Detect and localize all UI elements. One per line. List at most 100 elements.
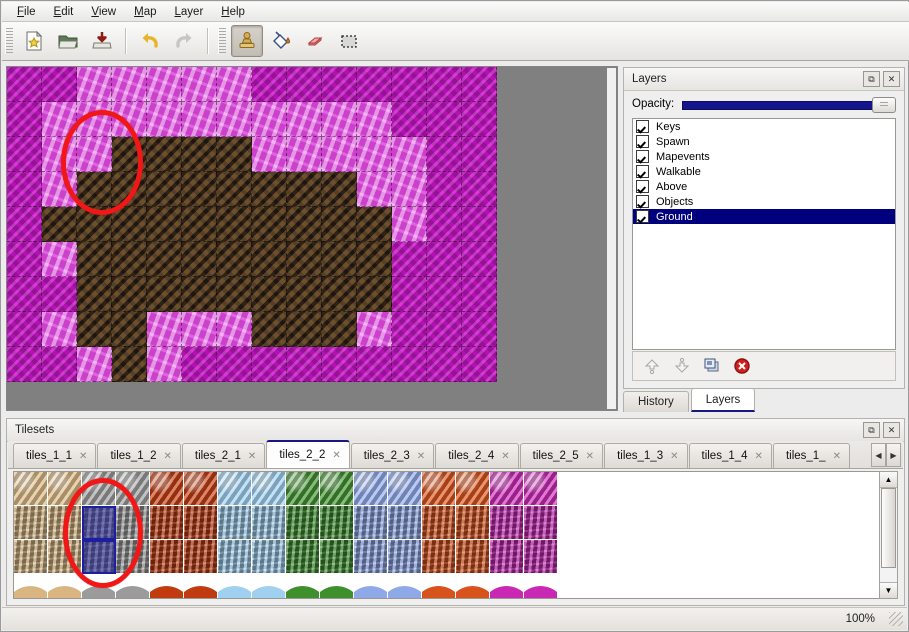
map-tile[interactable]: [322, 207, 357, 242]
redo-button[interactable]: [168, 25, 200, 57]
map-tile[interactable]: [427, 277, 462, 312]
tileset-tile[interactable]: [422, 506, 456, 540]
map-tile[interactable]: [322, 172, 357, 207]
layer-list-item[interactable]: Spawn: [633, 134, 895, 149]
tileset-tile[interactable]: [320, 574, 354, 598]
menu-layer[interactable]: Layer: [174, 5, 204, 18]
tileset-tab-tiles_2_3[interactable]: tiles_2_3 ✕: [350, 443, 435, 468]
map-tile[interactable]: [77, 207, 112, 242]
map-tile[interactable]: [462, 137, 497, 172]
tileset-tile[interactable]: [422, 574, 456, 598]
map-tile[interactable]: [42, 312, 77, 347]
tileset-tile[interactable]: [490, 574, 524, 598]
tab-scroll-left-button[interactable]: ◀: [871, 443, 886, 467]
map-tile[interactable]: [357, 137, 392, 172]
close-tab-icon[interactable]: ✕: [832, 450, 841, 462]
map-tile[interactable]: [77, 67, 112, 102]
tileset-tile[interactable]: [150, 540, 184, 574]
map-tile[interactable]: [217, 137, 252, 172]
map-tile[interactable]: [7, 102, 42, 137]
map-tile[interactable]: [77, 312, 112, 347]
map-tile[interactable]: [112, 242, 147, 277]
map-tile[interactable]: [357, 67, 392, 102]
map-tile[interactable]: [357, 277, 392, 312]
map-tile[interactable]: [427, 137, 462, 172]
map-tile[interactable]: [112, 67, 147, 102]
map-tile[interactable]: [42, 137, 77, 172]
menu-view[interactable]: View: [91, 5, 117, 18]
tileset-tab-tiles_2_1[interactable]: tiles_2_1 ✕: [181, 443, 266, 468]
close-tab-icon[interactable]: ✕: [79, 450, 88, 462]
tileset-tile[interactable]: [150, 506, 184, 540]
move-layer-down-button[interactable]: [669, 355, 695, 377]
map-tile[interactable]: [182, 137, 217, 172]
map-tile[interactable]: [217, 102, 252, 137]
close-tab-icon[interactable]: ✕: [416, 450, 426, 462]
map-tile[interactable]: [112, 102, 147, 137]
tileset-tile[interactable]: [354, 472, 388, 506]
opacity-slider[interactable]: [682, 97, 896, 113]
map-tile[interactable]: [462, 242, 497, 277]
scroll-up-arrow-icon[interactable]: ▲: [880, 472, 897, 488]
tileset-tile[interactable]: [252, 540, 286, 574]
layer-list-item[interactable]: Above: [633, 179, 895, 194]
tileset-tile[interactable]: [218, 574, 252, 598]
map-tile[interactable]: [182, 347, 217, 382]
map-tile[interactable]: [357, 172, 392, 207]
tools-grip[interactable]: [218, 28, 226, 54]
scrollbar-thumb[interactable]: [881, 488, 896, 568]
map-tile[interactable]: [147, 207, 182, 242]
tileset-tile[interactable]: [48, 472, 82, 506]
tileset-tile[interactable]: [218, 472, 252, 506]
map-tile[interactable]: [42, 207, 77, 242]
map-tile[interactable]: [287, 207, 322, 242]
close-icon[interactable]: ✕: [883, 71, 900, 87]
close-tab-icon[interactable]: ✕: [670, 450, 679, 462]
tileset-tile[interactable]: [354, 540, 388, 574]
tileset-tile[interactable]: [252, 574, 286, 598]
map-tile[interactable]: [322, 67, 357, 102]
map-tile[interactable]: [462, 277, 497, 312]
map-tile[interactable]: [77, 242, 112, 277]
tileset-tile[interactable]: [218, 540, 252, 574]
tileset-tab-tiles_2_2[interactable]: tiles_2_2 ✕: [266, 440, 350, 468]
map-tile[interactable]: [427, 347, 462, 382]
tileset-tile[interactable]: [490, 472, 524, 506]
map-tile[interactable]: [182, 67, 217, 102]
tileset-tile[interactable]: [252, 506, 286, 540]
tileset-tile[interactable]: [320, 472, 354, 506]
layer-visibility-checkbox[interactable]: [636, 135, 649, 148]
map-tile[interactable]: [42, 242, 77, 277]
tab-scroll-right-button[interactable]: ▶: [886, 443, 901, 467]
map-tile[interactable]: [147, 312, 182, 347]
dock-tab-history[interactable]: History: [623, 391, 689, 412]
map-canvas-viewport[interactable]: [6, 66, 618, 411]
tileset-tile[interactable]: [422, 472, 456, 506]
map-tile[interactable]: [462, 67, 497, 102]
map-tile[interactable]: [7, 137, 42, 172]
tileset-tile[interactable]: [252, 472, 286, 506]
tileset-tile[interactable]: [456, 540, 490, 574]
tileset-tab-tiles_2_5[interactable]: tiles_2_5 ✕: [519, 443, 604, 468]
map-tile[interactable]: [77, 137, 112, 172]
opacity-slider-handle[interactable]: [872, 97, 896, 113]
menu-edit[interactable]: Edit: [53, 5, 74, 18]
tileset-grid[interactable]: [13, 471, 880, 599]
map-tile[interactable]: [357, 207, 392, 242]
map-tile[interactable]: [182, 102, 217, 137]
map-tile[interactable]: [322, 137, 357, 172]
map-tile[interactable]: [112, 347, 147, 382]
map-tile[interactable]: [77, 172, 112, 207]
stamp-tool-button[interactable]: [231, 25, 263, 57]
tileset-tile[interactable]: [14, 472, 48, 506]
map-tile[interactable]: [287, 242, 322, 277]
map-tile[interactable]: [7, 242, 42, 277]
map-tile[interactable]: [42, 102, 77, 137]
map-tile[interactable]: [322, 277, 357, 312]
tileset-tile[interactable]: [14, 540, 48, 574]
fill-tool-button[interactable]: [265, 25, 297, 57]
map-tile[interactable]: [217, 207, 252, 242]
map-tile[interactable]: [322, 312, 357, 347]
tileset-tile[interactable]: [524, 506, 558, 540]
tileset-tile[interactable]: [14, 506, 48, 540]
